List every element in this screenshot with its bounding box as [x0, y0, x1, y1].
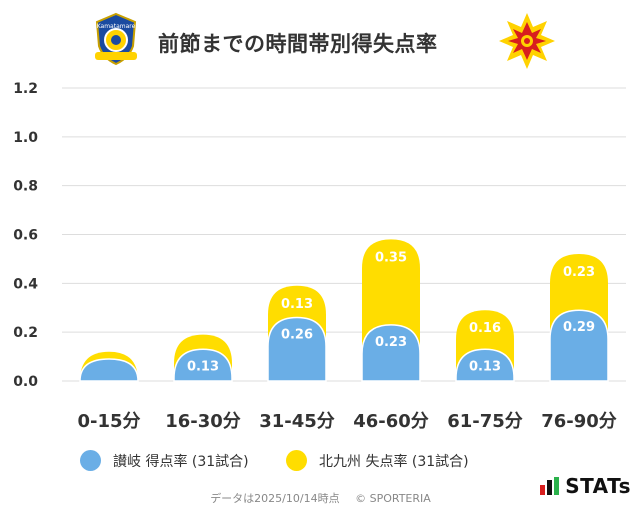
y-tick-label: 0.0: [13, 374, 38, 390]
data-label-series-a: 0.13: [187, 359, 219, 374]
y-tick-label: 0.8: [13, 179, 38, 195]
y-tick-label: 0.4: [13, 276, 38, 292]
svg-text:Kamatamare: Kamatamare: [97, 23, 136, 30]
bar-series-a: [549, 309, 609, 382]
footer: データは2025/10/14時点 © SPORTERIA: [0, 490, 641, 506]
chart-title: 前節までの時間帯別得失点率: [158, 32, 438, 56]
x-tick-label: 16-30分: [165, 411, 241, 432]
y-tick-label: 0.6: [13, 228, 38, 244]
data-label-series-a: 0.26: [281, 328, 313, 343]
x-tick-label: 76-90分: [541, 411, 617, 432]
legend-label-series-a: 讃岐 得点率 (31試合): [113, 453, 249, 470]
header: Kamatamare 前節までの時間帯別得失点率: [0, 0, 641, 84]
bar-chart: 0.0 0.2 0.4 0.6 0.8 1.0 1.2 0-15分 0.13 16-30分 0.26…: [13, 81, 626, 432]
data-label-series-b: 0.16: [469, 321, 501, 336]
bar-series-a: [455, 348, 515, 382]
legend-item-series-a: 讃岐 得点率 (31試合): [80, 450, 249, 471]
x-tick-label: 31-45分: [259, 411, 335, 432]
legend-item-series-b: 北九州 失点率 (31試合): [286, 450, 469, 471]
data-label-series-b: 0.13: [281, 297, 313, 312]
data-label-series-a: 0.29: [563, 320, 595, 335]
team-crest-left-icon: Kamatamare: [93, 12, 139, 70]
bar-series-a: [79, 358, 139, 382]
x-tick-label: 46-60分: [353, 411, 429, 432]
data-label-series-b: 0.23: [563, 265, 595, 280]
legend-swatch-series-a: [80, 450, 101, 471]
bar-series-a: [267, 316, 327, 382]
data-label-series-a: 0.23: [375, 335, 407, 350]
y-tick-label: 0.2: [13, 325, 38, 341]
data-label-series-a: 0.13: [469, 359, 501, 374]
stats-bars-icon: [540, 477, 560, 495]
bar-series-a: [361, 324, 421, 382]
legend-swatch-series-b: [286, 450, 307, 471]
stats-brand-name: STATs: [565, 474, 631, 498]
bar-series-a: [173, 348, 233, 382]
data-label-series-b: 0.35: [375, 250, 407, 265]
data-date: データは2025/10/14時点: [210, 492, 340, 505]
y-tick-label: 1.2: [13, 81, 38, 97]
x-tick-label: 0-15分: [77, 411, 140, 432]
y-tick-label: 1.0: [13, 130, 38, 146]
x-tick-label: 61-75分: [447, 411, 523, 432]
copyright: © SPORTERIA: [355, 492, 431, 505]
team-crest-right-icon: [498, 12, 556, 74]
legend-label-series-b: 北九州 失点率 (31試合): [319, 453, 469, 470]
stats-logo: STATs: [539, 474, 631, 498]
